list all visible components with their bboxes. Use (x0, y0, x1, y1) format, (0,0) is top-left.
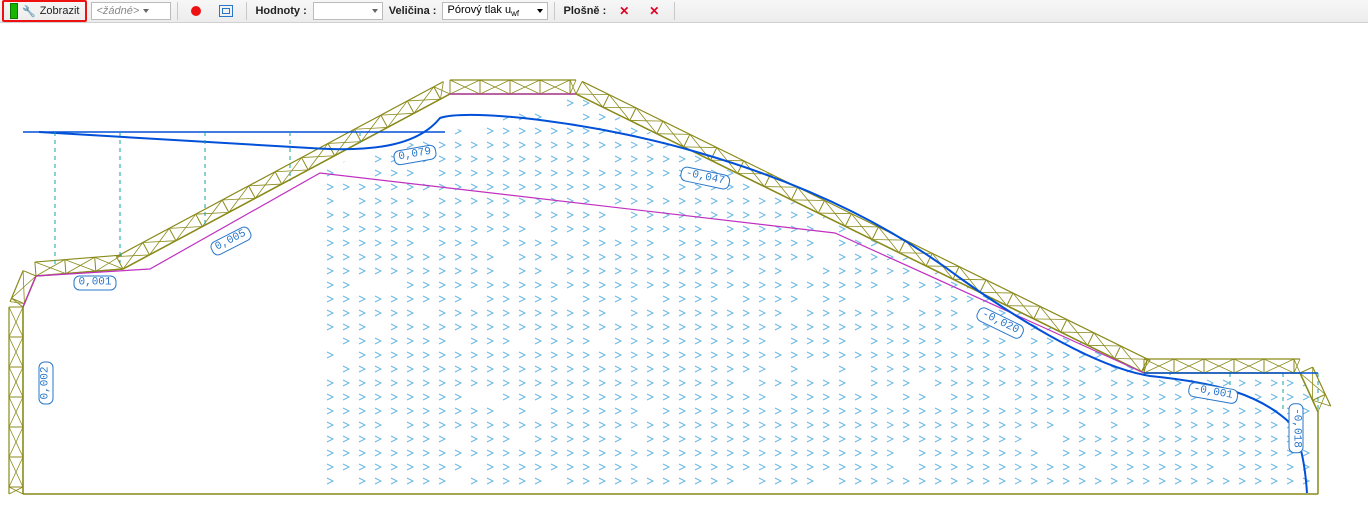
surface-tools-button[interactable]: ✕ (640, 1, 668, 21)
diagram-svg (0, 23, 1368, 517)
show-button[interactable]: 🔧 Zobrazit (2, 0, 87, 22)
show-button-label: Zobrazit (40, 5, 80, 17)
crossed-tools-icon: ✕ (647, 4, 661, 18)
quantity-select[interactable]: Pórový tlak uwf (442, 2, 548, 20)
chevron-down-icon (372, 9, 378, 13)
view-select[interactable]: <žádné> (91, 2, 171, 20)
values-select[interactable] (313, 2, 383, 20)
wrench-icon: 🔧 (22, 5, 36, 18)
record-icon (189, 4, 203, 18)
separator (246, 2, 247, 20)
chevron-down-icon (537, 9, 543, 13)
frame-button[interactable] (212, 1, 240, 21)
value-badge: 0,001 (73, 276, 116, 291)
separator (554, 2, 555, 20)
close-icon: ✕ (617, 4, 631, 18)
value-badge: 0,002 (39, 361, 54, 404)
quantity-label: Veličina : (385, 5, 441, 17)
separator (177, 2, 178, 20)
values-label: Hodnoty : (251, 5, 310, 17)
frame-icon (219, 4, 233, 18)
chevron-down-icon (143, 9, 149, 13)
view-select-value: <žádné> (96, 5, 139, 17)
separator (674, 2, 675, 20)
surface-label: Plošně : (559, 5, 610, 17)
quantity-select-value: Pórový tlak uwf (447, 4, 519, 18)
status-led-icon (10, 3, 18, 19)
surface-off-button[interactable]: ✕ (610, 1, 638, 21)
record-button[interactable] (182, 1, 210, 21)
toolbar: 🔧 Zobrazit <žádné> Hodnoty : Veličina : … (0, 0, 1368, 23)
diagram-canvas[interactable]: 0,0010,0050,0020,079-0,047-0,020-0,001-0… (0, 23, 1368, 517)
value-badge: -0,018 (1289, 403, 1304, 453)
